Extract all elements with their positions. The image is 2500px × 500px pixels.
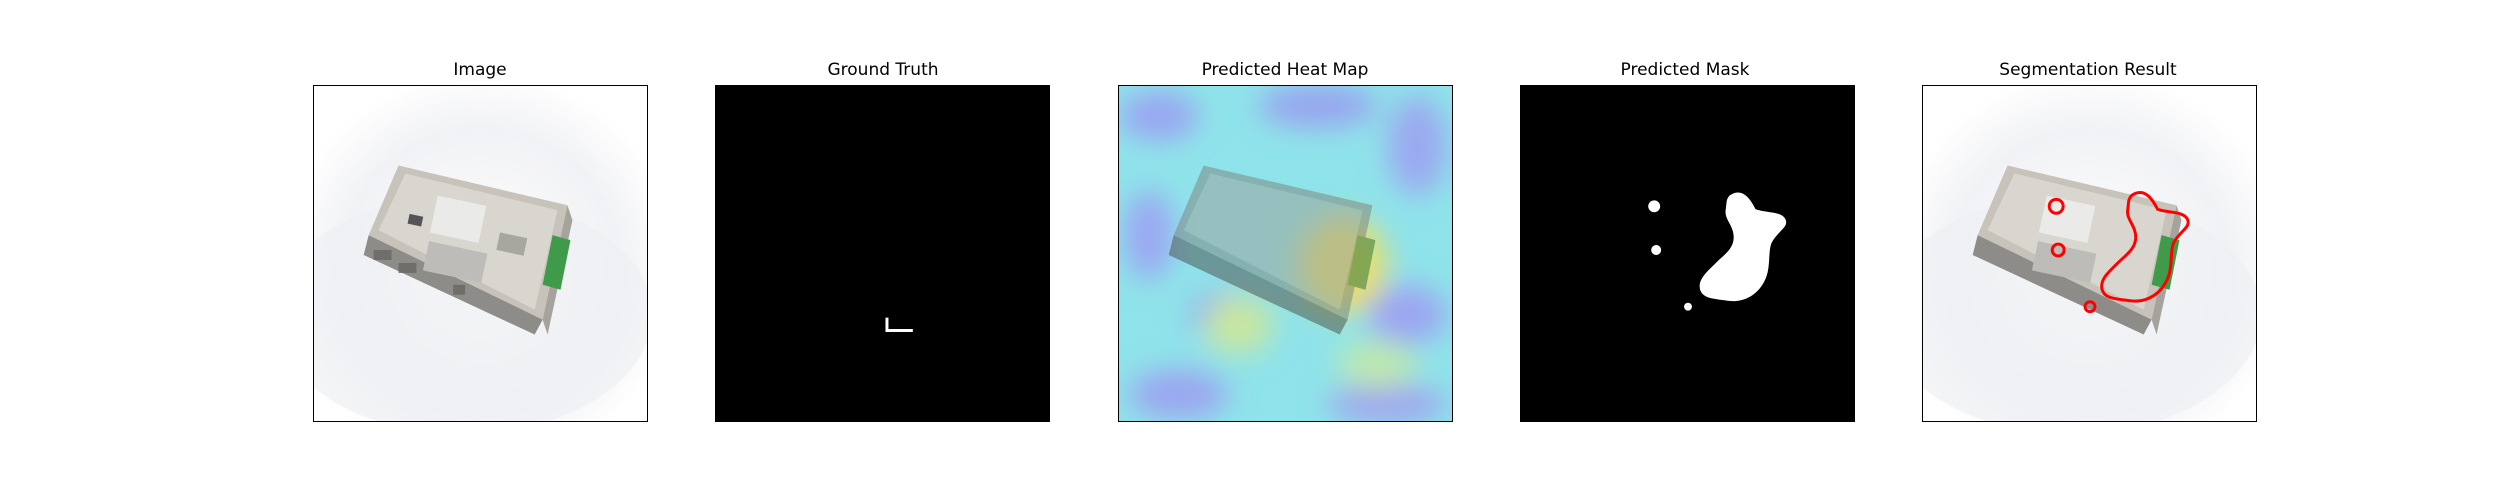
red-contour-overlay	[1923, 86, 2256, 421]
panel-title-image: Image	[453, 60, 507, 80]
predicted-mask-panel	[1520, 85, 1855, 422]
heat-map-panel	[1118, 85, 1453, 422]
panel-title-ground-truth: Ground Truth	[827, 60, 939, 80]
device-photo	[314, 86, 647, 421]
panel-title-heat-map: Predicted Heat Map	[1201, 60, 1369, 80]
image-panel	[313, 85, 648, 422]
ground-truth-panel	[715, 85, 1050, 422]
segmentation-result-panel	[1922, 85, 2257, 422]
panel-title-predicted-mask: Predicted Mask	[1620, 60, 1750, 80]
panel-title-segmentation-result: Segmentation Result	[1999, 60, 2177, 80]
ground-truth-mask	[716, 86, 1049, 421]
binary-mask	[1521, 86, 1854, 421]
heatmap-overlay	[1119, 86, 1452, 421]
